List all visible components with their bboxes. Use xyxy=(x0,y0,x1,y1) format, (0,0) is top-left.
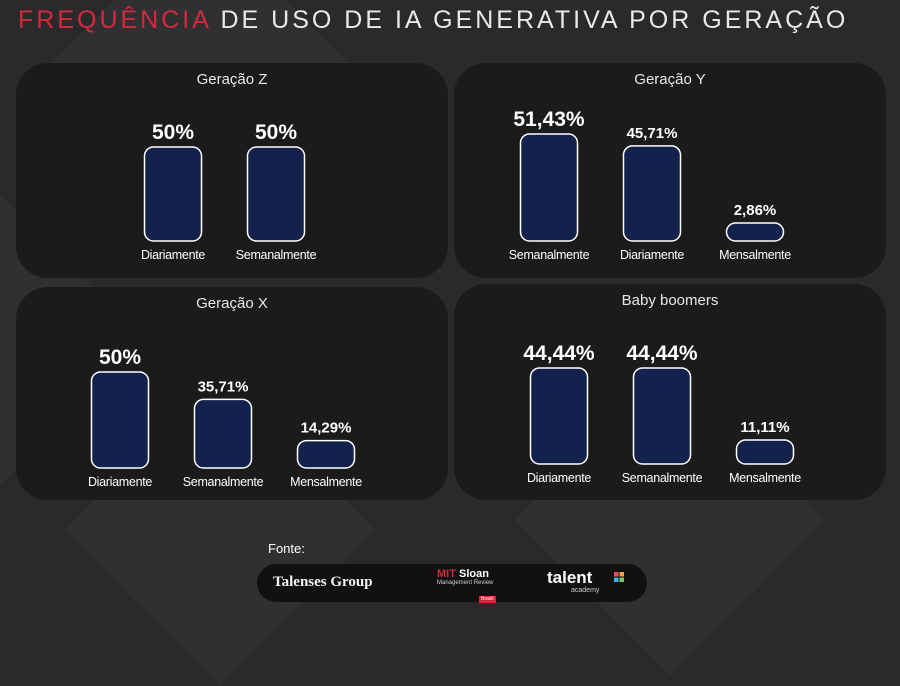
talent-logo-icon xyxy=(614,572,624,582)
talenses-logo: Talenses Group xyxy=(273,574,373,590)
category-label: Semanalmente xyxy=(622,471,703,485)
mit-logo-country: Brasil xyxy=(479,596,496,603)
chart-title: Geração Y xyxy=(634,71,706,88)
bar-diariamente xyxy=(622,145,682,242)
category-label: Diariamente xyxy=(620,248,684,262)
talent-academy-logo: talent academy xyxy=(547,568,627,598)
category-label: Semanalmente xyxy=(183,475,264,489)
mit-sloan-logo: MIT Sloan Management Review Brasil xyxy=(437,568,501,603)
bar-mensalmente xyxy=(735,439,795,465)
category-label: Semanalmente xyxy=(509,248,590,262)
mit-logo-subtitle: Management Review xyxy=(437,580,494,586)
category-label: Diariamente xyxy=(88,475,152,489)
chart-title: Geração Z xyxy=(196,71,268,88)
source-label: Fonte: xyxy=(268,541,305,556)
chart-geracao-x: 50% Diariamente 35,71% Semanalmente 14,29% Me… xyxy=(88,346,363,489)
category-label: Mensalmente xyxy=(719,248,791,262)
data-label: 11,11% xyxy=(740,419,789,436)
logo-bar: Talenses Group MIT Sloan Management Revi… xyxy=(257,564,647,603)
bar-semanalmente xyxy=(632,367,692,465)
data-label: 35,71% xyxy=(198,378,249,395)
category-label: Mensalmente xyxy=(729,471,801,485)
title-accent: FREQUÊNCIA xyxy=(18,6,211,34)
data-label: 44,44% xyxy=(523,342,595,365)
panel-geracao-y: Geração Y 51,43% Semanalmente 45,71% Diaria… xyxy=(454,63,886,278)
panel-baby-boomers: Baby boomers 44,44% Diariamente 44,44% Sema… xyxy=(454,284,886,500)
data-label: 50% xyxy=(152,121,194,144)
chart-geracao-z: 50% Diariamente 50% Semanalmente xyxy=(141,121,317,262)
mit-logo-text: MIT xyxy=(437,568,456,580)
title-rest: DE USO DE IA GENERATIVA POR GERAÇÃO xyxy=(210,6,849,34)
chart-baby-boomers: 44,44% Diariamente 44,44% Semanalmente 11,11… xyxy=(523,342,801,485)
category-label: Diariamente xyxy=(141,248,205,262)
sloan-logo-text: Sloan xyxy=(455,568,489,580)
bar-semanalmente xyxy=(246,146,306,242)
bar-diariamente xyxy=(529,367,589,465)
bar-mensalmente xyxy=(296,439,356,469)
data-label: 44,44% xyxy=(626,342,698,365)
bar-diariamente xyxy=(90,371,150,469)
bar-mensalmente xyxy=(725,222,785,242)
bar-semanalmente xyxy=(519,133,579,242)
page-title: FREQUÊNCIA DE USO DE IA GENERATIVA POR G… xyxy=(18,6,848,35)
data-label: 14,29% xyxy=(301,420,352,437)
category-label: Diariamente xyxy=(527,471,591,485)
talent-logo-subtitle: academy xyxy=(571,587,600,594)
panel-geracao-x: Geração X 50% Diariamente 35,71% Semanalmen… xyxy=(16,287,448,500)
data-label: 2,86% xyxy=(734,202,777,219)
data-label: 45,71% xyxy=(627,125,678,142)
bar-semanalmente xyxy=(193,398,253,469)
panel-geracao-z: Geração Z 50% Diariamente 50% Semanalmente xyxy=(16,63,448,278)
category-label: Semanalmente xyxy=(236,248,317,262)
chart-title: Geração X xyxy=(196,295,268,312)
bar-diariamente xyxy=(143,146,203,242)
data-label: 50% xyxy=(99,346,141,369)
chart-title: Baby boomers xyxy=(621,292,719,309)
data-label: 51,43% xyxy=(513,108,585,131)
category-label: Mensalmente xyxy=(290,475,362,489)
talent-logo-text: talent xyxy=(547,568,593,587)
chart-geracao-y: 51,43% Semanalmente 45,71% Diariamente 2,86%… xyxy=(509,108,792,262)
data-label: 50% xyxy=(255,121,297,144)
